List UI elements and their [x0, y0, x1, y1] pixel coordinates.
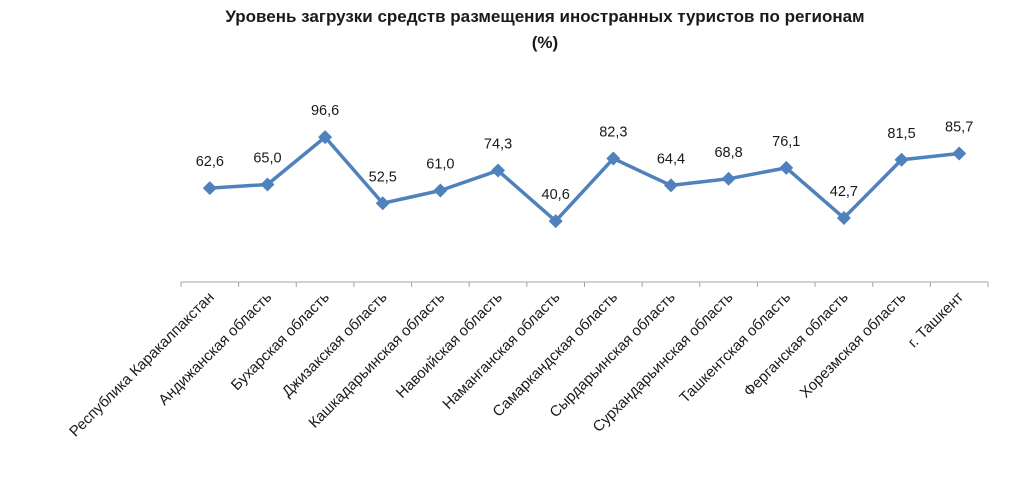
data-label: 61,0 — [426, 157, 454, 173]
chart-title-line1: Уровень загрузки средств размещения инос… — [225, 7, 865, 26]
data-label: 96,6 — [311, 103, 339, 119]
data-point-marker — [318, 130, 333, 145]
category-label: Хорезмская область — [797, 289, 910, 402]
data-point-marker — [260, 177, 275, 192]
chart-title: Уровень загрузки средств размещения инос… — [0, 4, 1034, 56]
data-label: 40,6 — [542, 187, 570, 203]
data-point-marker — [836, 210, 851, 225]
data-label: 76,1 — [772, 134, 800, 150]
data-label: 85,7 — [945, 119, 973, 135]
category-label: Ферганская область — [740, 289, 851, 400]
data-label: 62,6 — [196, 154, 224, 170]
data-label: 81,5 — [887, 126, 915, 142]
series-line — [209, 135, 960, 223]
chart-title-line2: (%) — [531, 33, 559, 52]
data-label: 74,3 — [484, 137, 512, 153]
category-label: Джизакская область — [279, 289, 391, 401]
data-point-marker — [491, 163, 506, 178]
data-label: 52,5 — [369, 169, 397, 185]
category-label: Ташкентская область — [676, 289, 794, 407]
data-point-marker — [375, 196, 390, 211]
data-point-marker — [202, 181, 217, 196]
data-point-marker — [433, 183, 448, 198]
category-label: Навоийская область — [393, 289, 506, 402]
data-label: 64,4 — [657, 151, 685, 167]
data-label: 65,0 — [253, 151, 281, 167]
category-label: Наманганская область — [439, 289, 563, 413]
data-point-marker — [606, 151, 621, 166]
data-point-marker — [894, 152, 909, 167]
data-label: 82,3 — [599, 125, 627, 141]
data-point-marker — [663, 178, 678, 193]
data-point-marker — [548, 214, 563, 229]
data-label: 42,7 — [830, 184, 858, 200]
data-point-marker — [779, 160, 794, 175]
data-point-marker — [721, 171, 736, 186]
category-label: Андижанская область — [155, 289, 275, 409]
category-label: г. Ташкент — [905, 289, 967, 351]
category-label: Бухарская область — [228, 289, 333, 394]
data-label: 68,8 — [714, 145, 742, 161]
data-point-marker — [952, 146, 967, 161]
